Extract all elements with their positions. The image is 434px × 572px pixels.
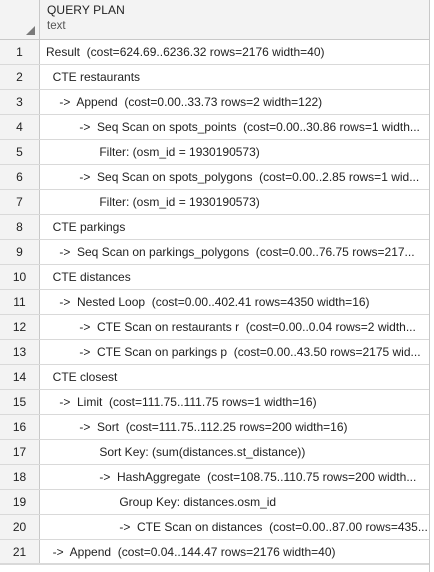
table-row[interactable]: 8 CTE parkings: [0, 215, 429, 240]
row-number[interactable]: 17: [0, 440, 40, 464]
query-plan-cell[interactable]: CTE closest: [46, 370, 118, 384]
row-number[interactable]: 16: [0, 415, 40, 439]
row-number[interactable]: 21: [0, 540, 40, 564]
row-number[interactable]: 1: [0, 40, 40, 64]
row-number[interactable]: 20: [0, 515, 40, 539]
query-plan-cell[interactable]: Filter: (osm_id = 1930190573): [46, 195, 260, 209]
row-number[interactable]: 4: [0, 115, 40, 139]
column-header-query-plan[interactable]: QUERY PLAN text: [40, 0, 429, 39]
row-number[interactable]: 12: [0, 315, 40, 339]
table-row[interactable]: 3 -> Append (cost=0.00..33.73 rows=2 wid…: [0, 90, 429, 115]
row-number[interactable]: 7: [0, 190, 40, 214]
query-plan-cell[interactable]: Result (cost=624.69..6236.32 rows=2176 w…: [46, 45, 325, 59]
table-row[interactable]: 4 -> Seq Scan on spots_points (cost=0.00…: [0, 115, 429, 140]
table-row[interactable]: 16 -> Sort (cost=111.75..112.25 rows=200…: [0, 415, 429, 440]
table-row[interactable]: 13 -> CTE Scan on parkings p (cost=0.00.…: [0, 340, 429, 365]
query-plan-cell[interactable]: -> Append (cost=0.00..33.73 rows=2 width…: [46, 95, 323, 109]
row-number[interactable]: 10: [0, 265, 40, 289]
query-plan-cell[interactable]: -> Sort (cost=111.75..112.25 rows=200 wi…: [46, 420, 348, 434]
table-row[interactable]: 2 CTE restaurants: [0, 65, 429, 90]
row-number[interactable]: 9: [0, 240, 40, 264]
grid-bottom-divider: [0, 563, 429, 564]
table-row[interactable]: 12 -> CTE Scan on restaurants r (cost=0.…: [0, 315, 429, 340]
row-number[interactable]: 13: [0, 340, 40, 364]
table-row[interactable]: 6 -> Seq Scan on spots_polygons (cost=0.…: [0, 165, 429, 190]
row-number[interactable]: 5: [0, 140, 40, 164]
table-row[interactable]: 15 -> Limit (cost=111.75..111.75 rows=1 …: [0, 390, 429, 415]
grid-rows: 1 Result (cost=624.69..6236.32 rows=2176 …: [0, 40, 429, 565]
column-name: QUERY PLAN: [47, 3, 125, 17]
row-number[interactable]: 2: [0, 65, 40, 89]
query-plan-cell[interactable]: -> Seq Scan on spots_polygons (cost=0.00…: [46, 170, 420, 184]
table-row[interactable]: 21 -> Append (cost=0.04..144.47 rows=217…: [0, 540, 429, 565]
query-plan-cell[interactable]: Filter: (osm_id = 1930190573): [46, 145, 260, 159]
query-plan-cell[interactable]: -> Seq Scan on parkings_polygons (cost=0…: [46, 245, 415, 259]
query-plan-cell[interactable]: -> CTE Scan on parkings p (cost=0.00..43…: [46, 345, 421, 359]
query-plan-cell[interactable]: CTE parkings: [46, 220, 126, 234]
query-plan-cell[interactable]: CTE distances: [46, 270, 131, 284]
query-plan-cell[interactable]: -> Seq Scan on spots_points (cost=0.00..…: [46, 120, 420, 134]
row-number[interactable]: 14: [0, 365, 40, 389]
row-number[interactable]: 18: [0, 465, 40, 489]
row-number[interactable]: 19: [0, 490, 40, 514]
query-plan-cell[interactable]: -> HashAggregate (cost=108.75..110.75 ro…: [46, 470, 417, 484]
table-row[interactable]: 11 -> Nested Loop (cost=0.00..402.41 row…: [0, 290, 429, 315]
table-row[interactable]: 7 Filter: (osm_id = 1930190573): [0, 190, 429, 215]
row-number[interactable]: 15: [0, 390, 40, 414]
query-plan-cell[interactable]: -> Append (cost=0.04..144.47 rows=2176 w…: [46, 545, 336, 559]
table-row[interactable]: 5 Filter: (osm_id = 1930190573): [0, 140, 429, 165]
query-plan-cell[interactable]: -> Nested Loop (cost=0.00..402.41 rows=4…: [46, 295, 370, 309]
table-row[interactable]: 17 Sort Key: (sum(distances.st_distance)…: [0, 440, 429, 465]
table-row[interactable]: 1 Result (cost=624.69..6236.32 rows=2176 …: [0, 40, 429, 65]
row-number[interactable]: 3: [0, 90, 40, 114]
table-row[interactable]: 18 -> HashAggregate (cost=108.75..110.75…: [0, 465, 429, 490]
sort-corner-triangle-icon: [26, 26, 35, 35]
row-number[interactable]: 6: [0, 165, 40, 189]
column-type: text: [47, 20, 66, 32]
query-plan-cell[interactable]: Sort Key: (sum(distances.st_distance)): [46, 445, 306, 459]
grid-header: QUERY PLAN text: [0, 0, 429, 40]
row-number[interactable]: 8: [0, 215, 40, 239]
table-row[interactable]: 10 CTE distances: [0, 265, 429, 290]
select-all-corner[interactable]: [0, 0, 40, 39]
row-number[interactable]: 11: [0, 290, 40, 314]
query-plan-cell[interactable]: -> CTE Scan on distances (cost=0.00..87.…: [46, 520, 428, 534]
query-plan-cell[interactable]: -> CTE Scan on restaurants r (cost=0.00.…: [46, 320, 416, 334]
query-plan-cell[interactable]: -> Limit (cost=111.75..111.75 rows=1 wid…: [46, 395, 317, 409]
table-row[interactable]: 9 -> Seq Scan on parkings_polygons (cost…: [0, 240, 429, 265]
table-row[interactable]: 20 -> CTE Scan on distances (cost=0.00..…: [0, 515, 429, 540]
query-plan-cell[interactable]: Group Key: distances.osm_id: [46, 495, 277, 509]
query-plan-cell[interactable]: CTE restaurants: [46, 70, 141, 84]
table-row[interactable]: 14 CTE closest: [0, 365, 429, 390]
table-row[interactable]: 19 Group Key: distances.osm_id: [0, 490, 429, 515]
